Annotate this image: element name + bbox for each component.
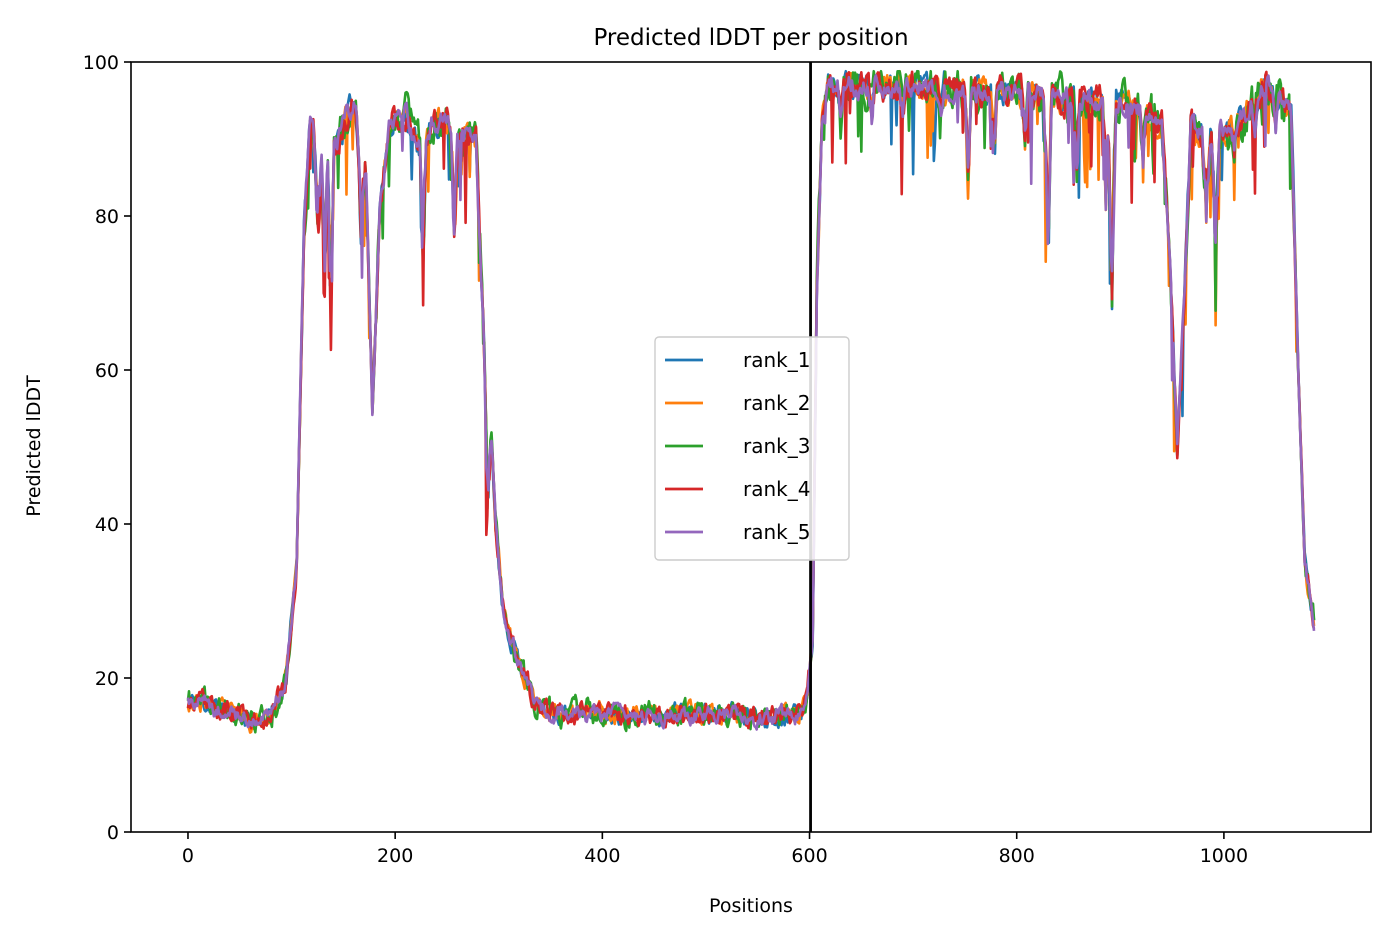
y-tick-label: 100 (83, 52, 119, 74)
chart-title: Predicted lDDT per position (593, 25, 908, 51)
legend-box (654, 336, 850, 561)
series-line-rank-5 (186, 74, 1316, 731)
legend-label-rank-5: rank_5 (743, 520, 810, 544)
legend: rank_1 rank_2 rank_3 rank_4 rank_5 (654, 336, 850, 561)
x-axis-label: Positions (709, 895, 793, 917)
legend-label-rank-4: rank_4 (743, 477, 810, 501)
legend-label-rank-1: rank_1 (743, 348, 810, 372)
x-tick-label: 1000 (1200, 845, 1248, 867)
y-tick-label: 0 (107, 822, 119, 844)
series-lines (186, 69, 1316, 734)
legend-label-rank-2: rank_2 (743, 391, 810, 415)
y-tick-label: 20 (95, 668, 119, 690)
y-tick-label: 80 (95, 206, 119, 228)
plot-frame (130, 61, 1372, 833)
x-tick-label: 400 (584, 845, 620, 867)
y-tick-label: 60 (95, 360, 119, 382)
axes: 0 200 400 600 800 1000 0 20 40 60 80 100 (83, 52, 1372, 867)
x-tick-label: 200 (377, 845, 413, 867)
x-tick-label: 0 (182, 845, 194, 867)
legend-label-rank-3: rank_3 (743, 434, 810, 458)
x-tick-label: 600 (791, 845, 827, 867)
y-axis-label: Predicted lDDT (23, 375, 45, 517)
y-tick-label: 40 (95, 514, 119, 536)
x-tick-label: 800 (999, 845, 1035, 867)
